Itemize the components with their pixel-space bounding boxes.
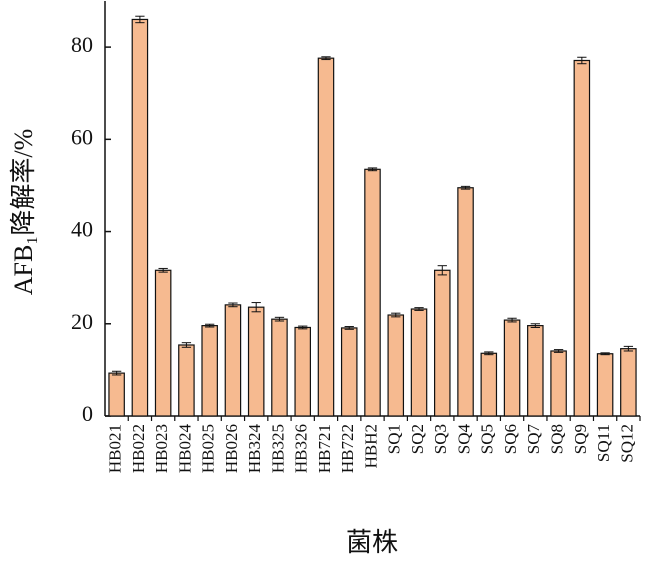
bar — [364, 168, 381, 417]
bar — [480, 352, 498, 417]
y-tick-label: 0 — [82, 401, 93, 426]
x-tick-label: HB024 — [175, 424, 194, 474]
bar — [340, 327, 358, 417]
x-axis-label: 菌株 — [346, 528, 398, 557]
bar — [620, 348, 637, 417]
x-tick-label: HB721 — [315, 424, 334, 473]
x-tick-label: HB722 — [338, 424, 357, 473]
x-tick-label: SQ8 — [547, 424, 566, 454]
bar — [294, 326, 311, 417]
x-tick-label: SQ9 — [571, 424, 590, 454]
bar — [317, 57, 335, 417]
x-tick-label: HB023 — [152, 424, 171, 473]
y-tick-label: 60 — [71, 124, 93, 149]
bar — [503, 319, 521, 417]
x-tick-label: HB021 — [106, 424, 125, 473]
x-tick-label: SQ1 — [385, 424, 404, 454]
bar — [131, 18, 149, 417]
x-tick-label: SQ2 — [408, 424, 427, 454]
x-tick-label: HB022 — [129, 424, 148, 473]
x-tick-label: SQ11 — [594, 424, 613, 462]
x-tick-label: HB324 — [245, 424, 264, 474]
x-tick-label: SQ5 — [478, 424, 497, 454]
bar — [271, 318, 288, 417]
y-tick-label: 20 — [71, 309, 93, 334]
x-tick-label: HBH2 — [361, 424, 380, 468]
bar — [527, 325, 544, 417]
x-tick-label: HB026 — [222, 424, 241, 473]
bar — [550, 350, 567, 417]
bar — [387, 314, 405, 417]
bar — [434, 269, 451, 417]
bar — [154, 269, 172, 417]
y-tick-label: 40 — [71, 217, 93, 242]
x-tick-label: SQ7 — [524, 424, 543, 455]
x-tick-label: SQ12 — [617, 424, 636, 463]
x-tick-label: HB325 — [268, 424, 287, 473]
bar — [410, 308, 428, 417]
bar — [201, 325, 218, 417]
y-axis-label: AFB₁降解率/% — [9, 129, 38, 296]
bar — [247, 306, 265, 417]
x-tick-label: HB025 — [199, 424, 218, 473]
bar — [596, 353, 614, 417]
y-tick-label: 80 — [71, 32, 93, 57]
bar — [457, 187, 474, 417]
x-tick-label: HB326 — [292, 424, 311, 473]
bar — [573, 59, 591, 417]
bar — [224, 304, 242, 417]
bar — [178, 344, 195, 417]
x-tick-label: SQ6 — [501, 424, 520, 454]
x-tick-label: SQ4 — [454, 424, 473, 455]
x-tick-label: SQ3 — [431, 424, 450, 454]
bar — [108, 372, 125, 417]
